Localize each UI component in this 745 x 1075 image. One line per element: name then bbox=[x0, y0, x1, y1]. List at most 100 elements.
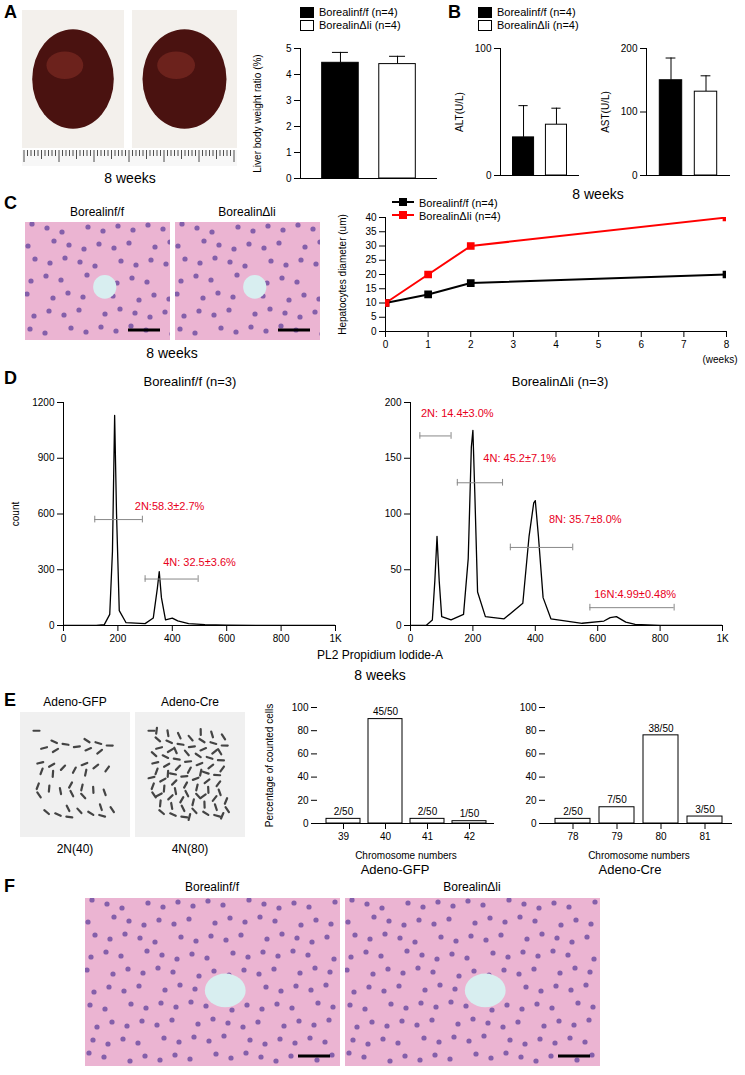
svg-text:900: 900 bbox=[38, 452, 55, 463]
svg-text:42: 42 bbox=[464, 831, 476, 842]
svg-text:0: 0 bbox=[531, 818, 537, 829]
svg-text:1: 1 bbox=[286, 147, 292, 158]
svg-text:0: 0 bbox=[61, 633, 67, 644]
svg-text:0: 0 bbox=[371, 326, 377, 337]
svg-text:20: 20 bbox=[297, 795, 309, 806]
svg-text:(weeks): (weeks) bbox=[702, 354, 737, 365]
svg-text:Chromosome numbers: Chromosome numbers bbox=[588, 850, 690, 861]
svg-text:30: 30 bbox=[365, 240, 377, 251]
svg-text:38/50: 38/50 bbox=[648, 723, 673, 734]
svg-text:35: 35 bbox=[365, 226, 377, 237]
svg-text:0: 0 bbox=[303, 818, 309, 829]
svg-text:60: 60 bbox=[525, 748, 537, 759]
svg-text:0: 0 bbox=[632, 170, 638, 181]
html-text:Borealinf/f (n=3): Borealinf/f (n=3) bbox=[143, 374, 237, 389]
svg-text:20: 20 bbox=[365, 269, 377, 280]
svg-text:4N: 45.2±7.1%: 4N: 45.2±7.1% bbox=[483, 452, 556, 464]
svg-text:50: 50 bbox=[390, 564, 402, 575]
svg-text:1/50: 1/50 bbox=[460, 808, 480, 819]
svg-text:4: 4 bbox=[286, 69, 292, 80]
svg-text:100: 100 bbox=[385, 508, 402, 519]
svg-text:150: 150 bbox=[385, 452, 402, 463]
svg-text:Liver body weight ratio (%): Liver body weight ratio (%) bbox=[252, 54, 263, 172]
html-text:8 weeks: 8 weeks bbox=[572, 186, 624, 202]
svg-text:5: 5 bbox=[286, 43, 292, 54]
svg-text:1: 1 bbox=[425, 339, 431, 350]
html-text:8 weeks: 8 weeks bbox=[354, 667, 406, 683]
svg-text:100: 100 bbox=[621, 106, 638, 117]
svg-text:2N: 14.4±3.0%: 2N: 14.4±3.0% bbox=[421, 407, 494, 419]
svg-text:800: 800 bbox=[652, 633, 669, 644]
svg-text:AST(U/L): AST(U/L) bbox=[600, 91, 611, 133]
svg-text:2/50: 2/50 bbox=[563, 806, 583, 817]
svg-text:Percentage of counted cells: Percentage of counted cells bbox=[264, 704, 275, 827]
svg-text:2/50: 2/50 bbox=[418, 806, 438, 817]
svg-text:45/50: 45/50 bbox=[373, 706, 398, 717]
svg-text:5: 5 bbox=[371, 311, 377, 322]
html-text:8 weeks: 8 weeks bbox=[146, 345, 198, 361]
svg-text:80: 80 bbox=[655, 831, 667, 842]
svg-text:79: 79 bbox=[611, 831, 623, 842]
svg-text:0: 0 bbox=[408, 633, 414, 644]
svg-text:8: 8 bbox=[724, 339, 730, 350]
svg-text:300: 300 bbox=[38, 564, 55, 575]
svg-text:16N:4.99±0.48%: 16N:4.99±0.48% bbox=[594, 588, 676, 600]
svg-text:7/50: 7/50 bbox=[607, 794, 627, 805]
svg-text:8N: 35.7±8.0%: 8N: 35.7±8.0% bbox=[549, 513, 622, 525]
svg-text:41: 41 bbox=[422, 831, 434, 842]
svg-text:600: 600 bbox=[589, 633, 606, 644]
svg-text:800: 800 bbox=[273, 633, 290, 644]
svg-text:100: 100 bbox=[292, 702, 309, 713]
svg-text:7: 7 bbox=[681, 339, 687, 350]
svg-text:60: 60 bbox=[297, 748, 309, 759]
svg-text:0: 0 bbox=[396, 620, 402, 631]
svg-text:2/50: 2/50 bbox=[334, 806, 354, 817]
svg-text:1K: 1K bbox=[329, 633, 342, 644]
svg-text:81: 81 bbox=[699, 831, 711, 842]
svg-text:0: 0 bbox=[383, 339, 389, 350]
svg-text:200: 200 bbox=[385, 397, 402, 408]
svg-text:5: 5 bbox=[596, 339, 602, 350]
svg-text:80: 80 bbox=[297, 725, 309, 736]
svg-text:15: 15 bbox=[365, 283, 377, 294]
svg-text:0: 0 bbox=[49, 620, 55, 631]
svg-text:100: 100 bbox=[475, 43, 492, 54]
svg-text:3/50: 3/50 bbox=[695, 804, 715, 815]
svg-text:40: 40 bbox=[380, 831, 392, 842]
svg-text:100: 100 bbox=[520, 702, 537, 713]
svg-text:1200: 1200 bbox=[32, 397, 55, 408]
svg-text:39: 39 bbox=[338, 831, 350, 842]
svg-text:0: 0 bbox=[486, 170, 492, 181]
svg-text:20: 20 bbox=[525, 795, 537, 806]
svg-text:4: 4 bbox=[553, 339, 559, 350]
svg-text:2N:58.3±2.7%: 2N:58.3±2.7% bbox=[135, 500, 205, 512]
svg-text:600: 600 bbox=[218, 633, 235, 644]
svg-text:Chromosome numbers: Chromosome numbers bbox=[355, 850, 457, 861]
svg-text:200: 200 bbox=[465, 633, 482, 644]
svg-text:40: 40 bbox=[525, 771, 537, 782]
svg-text:3: 3 bbox=[511, 339, 517, 350]
svg-text:40: 40 bbox=[365, 212, 377, 223]
html-text:BorealinΔli (n=3): BorealinΔli (n=3) bbox=[511, 374, 609, 389]
svg-text:3: 3 bbox=[286, 95, 292, 106]
svg-text:78: 78 bbox=[567, 831, 579, 842]
svg-text:2: 2 bbox=[468, 339, 474, 350]
svg-text:1K: 1K bbox=[716, 633, 729, 644]
svg-text:2: 2 bbox=[286, 121, 292, 132]
svg-text:80: 80 bbox=[525, 725, 537, 736]
svg-text:count: count bbox=[10, 502, 21, 527]
svg-text:600: 600 bbox=[38, 508, 55, 519]
html-text:8 weeks: 8 weeks bbox=[104, 170, 156, 186]
svg-text:25: 25 bbox=[365, 254, 377, 265]
svg-text:10: 10 bbox=[365, 297, 377, 308]
svg-text:200: 200 bbox=[621, 43, 638, 54]
svg-text:400: 400 bbox=[164, 633, 181, 644]
svg-text:400: 400 bbox=[527, 633, 544, 644]
svg-text:ALT(U/L): ALT(U/L) bbox=[454, 92, 465, 132]
svg-text:200: 200 bbox=[110, 633, 127, 644]
svg-text:0: 0 bbox=[286, 173, 292, 184]
svg-text:Hepatocytes diameter (um): Hepatocytes diameter (um) bbox=[337, 214, 348, 335]
svg-text:40: 40 bbox=[297, 771, 309, 782]
svg-text:4N: 32.5±3.6%: 4N: 32.5±3.6% bbox=[163, 556, 236, 568]
svg-text:6: 6 bbox=[638, 339, 644, 350]
